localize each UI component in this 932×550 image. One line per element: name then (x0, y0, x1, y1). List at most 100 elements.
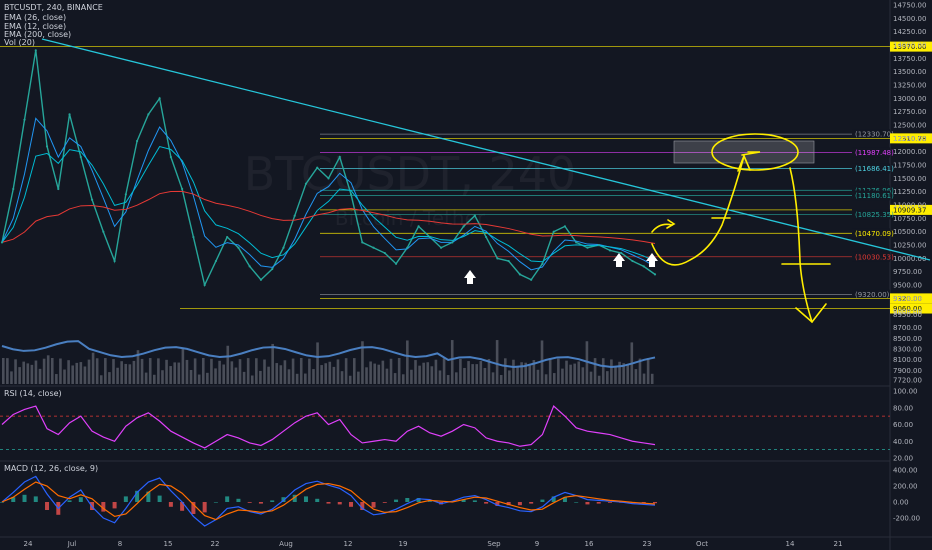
legend-macd[interactable]: MACD (12, 26, close, 9) (4, 464, 99, 473)
time-axis-tick: Jul (67, 540, 77, 548)
price-point (372, 246, 375, 249)
volume-bar (112, 359, 115, 384)
price-level-label-bg (852, 185, 890, 196)
time-axis-tick: 9 (535, 540, 539, 548)
volume-bar (450, 340, 454, 384)
volume-bar (157, 358, 160, 384)
bearish-path-arrow[interactable] (789, 167, 813, 323)
price-point (496, 257, 499, 260)
price-point (316, 166, 319, 169)
price-level-label: (12330.70) (855, 131, 894, 139)
price-level-badge (890, 133, 932, 144)
price-axis[interactable]: 14750.00 14500.00 14250.00 14000.00 13750.00… (893, 2, 926, 385)
rsi-axis-tick: 80.00 (893, 404, 913, 412)
price-point (203, 283, 206, 287)
volume-bar (291, 358, 295, 384)
price-point (586, 246, 589, 249)
price-point (361, 241, 364, 244)
price-level-badge-label: 9320.00 (893, 295, 922, 303)
volume-bar (185, 359, 189, 384)
volume-bar (418, 365, 421, 384)
volume-bar (153, 374, 156, 384)
time-axis-tick: 14 (786, 540, 795, 548)
price-point (631, 259, 634, 263)
volume-bar (401, 374, 405, 384)
legend-ema12[interactable]: EMA (12, close) (4, 22, 67, 31)
legend-rsi[interactable]: RSI (14, close) (4, 389, 62, 398)
macd-histogram-bar (585, 502, 590, 505)
volume-bar (512, 359, 515, 384)
price-axis-tick: 12500.00 (893, 122, 926, 130)
price-axis-tick: 7900.00 (893, 367, 922, 375)
descending-trendline[interactable] (41, 38, 931, 261)
price-point (136, 139, 139, 143)
price-axis-tick: 14250.00 (893, 28, 926, 36)
hand-drawn-annotation[interactable] (651, 133, 831, 324)
volume-bar (50, 358, 54, 384)
volume-bar (71, 365, 74, 384)
volume-bar (6, 358, 9, 384)
legend-symbol[interactable]: BTCUSDT, 240, BINANCE (4, 3, 103, 12)
target-zone-rectangle[interactable] (673, 140, 815, 164)
price-level-badge (890, 41, 932, 52)
legend-volume[interactable]: Vol (20) (4, 38, 35, 47)
price-point (642, 265, 645, 268)
volume-bar (422, 362, 425, 384)
volume-bar (189, 370, 193, 384)
price-point (597, 243, 600, 247)
macd-histogram-bar (484, 502, 489, 504)
price-series[interactable] (0, 49, 657, 288)
volume-bar (410, 369, 413, 384)
bullish-path-arrow[interactable] (651, 155, 745, 266)
volume-bar (491, 372, 495, 384)
volume-bar (536, 369, 540, 384)
price-point (113, 259, 116, 263)
macd-histogram-bar (405, 498, 410, 502)
macd-panel[interactable]: 400.00 200.00 0.00 -200.00 (0, 467, 920, 527)
price-axis-tick: 14000.00 (893, 42, 926, 50)
rsi-axis-tick: 20.00 (893, 455, 913, 463)
volume-bar (487, 358, 491, 384)
price-point (169, 155, 172, 159)
legend-ema26[interactable]: EMA (26, close) (4, 13, 67, 22)
horizontal-levels[interactable]: 13970.00 (12330.70)12310.78 (11987.48) (116… (0, 41, 932, 314)
macd-axis-tick: -200.00 (893, 515, 920, 523)
rsi-panel[interactable]: 100.00 80.00 60.00 40.00 20.00 (0, 388, 918, 463)
volume-bar (520, 362, 523, 384)
macd-histogram-bar (495, 502, 500, 506)
volume-bar (348, 375, 352, 384)
volume-bar (255, 358, 258, 384)
time-axis-tick: 16 (585, 540, 594, 548)
volume-bar (46, 355, 50, 384)
ema12-line (1, 117, 656, 271)
rsi-line (1, 405, 656, 449)
macd-histogram-bar (529, 502, 534, 504)
target-circle[interactable] (711, 133, 799, 171)
volume-bar (483, 367, 487, 384)
price-point (327, 177, 330, 180)
price-level-label: (11987.48) (855, 149, 894, 157)
volume-bar (206, 372, 209, 384)
volume-bar (626, 365, 630, 384)
price-axis-tick: 11500.00 (893, 175, 926, 183)
volume-bar (320, 365, 323, 384)
bounce-arrow-small[interactable] (651, 223, 673, 233)
price-level-label-bg (852, 209, 890, 220)
signal-line (1, 481, 656, 521)
macd-histogram-bar (416, 498, 421, 502)
volume-bar (230, 361, 234, 384)
volume-bar (434, 359, 438, 384)
time-axis[interactable]: 24 Jul 8 15 22 Aug 12 19 Sep 9 16 23 Oct 14 21 (24, 540, 843, 548)
volume-bar (646, 358, 650, 384)
volume-bar (18, 367, 21, 384)
volume-bar (214, 368, 217, 384)
volume-bar (222, 364, 225, 384)
price-point (349, 193, 353, 196)
volume-bar (552, 373, 556, 384)
macd-histogram-bar (461, 499, 466, 502)
ema26-line (1, 146, 656, 263)
volume-bar (263, 359, 266, 384)
legend-ema200[interactable]: EMA (200, close) (4, 30, 72, 39)
price-point (552, 230, 555, 233)
